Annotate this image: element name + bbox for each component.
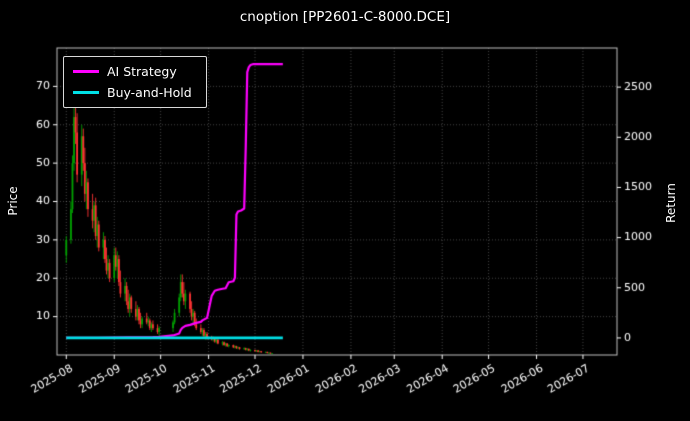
buy-and-hold-line-swatch bbox=[73, 91, 99, 94]
chart-title: cnoption [PP2601-C-8000.DCE] bbox=[239, 9, 451, 25]
y-axis-label-return: Return bbox=[664, 183, 678, 223]
legend: AI Strategy Buy-and-Hold bbox=[63, 56, 207, 108]
legend-label-buy-and-hold: Buy-and-Hold bbox=[107, 85, 192, 100]
legend-item-buy-and-hold: Buy-and-Hold bbox=[73, 85, 192, 100]
ai-strategy-line-swatch bbox=[73, 70, 99, 73]
legend-item-ai-strategy: AI Strategy bbox=[73, 64, 192, 79]
y-axis-label-price: Price bbox=[6, 186, 20, 216]
legend-label-ai-strategy: AI Strategy bbox=[107, 64, 177, 79]
